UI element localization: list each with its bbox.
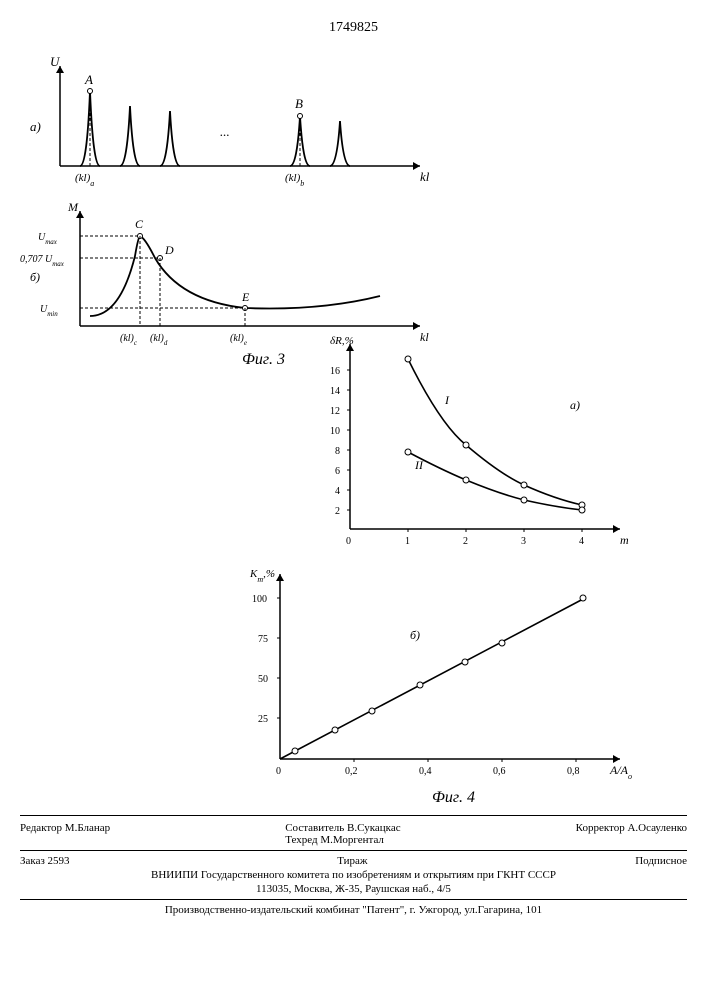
svg-text:I: I [444, 393, 450, 407]
svg-text:0,8: 0,8 [567, 766, 580, 777]
svg-text:8: 8 [335, 446, 340, 457]
svg-text:Umin: Umin [40, 304, 58, 318]
footer: Редактор М.Бланар Составитель В.Сукацкас… [20, 815, 687, 916]
svg-text:M: M [67, 200, 79, 214]
svg-text:A: A [84, 72, 93, 87]
footer-org2: 113035, Москва, Ж-35, Раушская наб., 4/5 [20, 883, 687, 895]
svg-text:0,2: 0,2 [345, 766, 358, 777]
footer-compiler: Составитель В.Сукацкас [285, 822, 400, 834]
svg-text:II: II [414, 458, 424, 472]
svg-text:25: 25 [258, 714, 268, 725]
fig3-chart-a: U kl а) A ... B (kl)a (kl)b [20, 46, 440, 196]
svg-text:(kl)c: (kl)c [120, 333, 138, 347]
footer-org1: ВНИИПИ Государственного комитета по изоб… [20, 869, 687, 881]
svg-text:B: B [295, 96, 303, 111]
svg-text:6: 6 [335, 466, 340, 477]
svg-text:E: E [241, 290, 250, 304]
panel-label-a4: а) [570, 398, 580, 412]
svg-text:4: 4 [579, 536, 584, 547]
footer-order: Заказ 2593 [20, 855, 70, 867]
svg-text:3: 3 [521, 536, 526, 547]
fig4-label: Фиг. 4 [220, 789, 687, 807]
footer-techred: Техред М.Моргентал [285, 834, 384, 846]
svg-text:(kl)e: (kl)e [230, 333, 247, 347]
svg-text:0: 0 [276, 766, 281, 777]
svg-text:0: 0 [346, 536, 351, 547]
svg-text:Km,%: Km,% [249, 568, 275, 584]
svg-text:2: 2 [463, 536, 468, 547]
svg-text:10: 10 [330, 426, 340, 437]
svg-text:(kl)b: (kl)b [285, 172, 304, 188]
svg-text:(kl)a: (kl)a [75, 172, 94, 188]
svg-text:0,4: 0,4 [419, 766, 432, 777]
svg-text:δR,%: δR,% [330, 335, 354, 347]
svg-text:0,707 Umax: 0,707 Umax [20, 254, 65, 268]
svg-text:(kl)d: (kl)d [150, 333, 168, 347]
svg-text:14: 14 [330, 386, 340, 397]
panel-label-b4: б) [410, 628, 420, 642]
svg-text:50: 50 [258, 674, 268, 685]
svg-text:16: 16 [330, 366, 340, 377]
svg-text:0,6: 0,6 [493, 766, 506, 777]
x-axis-label: kl [420, 169, 430, 184]
svg-text:A/Ao: A/Ao [609, 763, 632, 781]
svg-text:...: ... [220, 124, 230, 139]
footer-corrector: Корректор А.Осауленко [576, 822, 687, 846]
footer-editor: Редактор М.Бланар [20, 822, 110, 846]
svg-text:m: m [620, 533, 629, 547]
footer-subscription: Подписное [635, 855, 687, 867]
svg-text:kl: kl [420, 330, 429, 344]
fig4-chart-b: Km,% A/Ao б) 25 50 75 100 0 0,2 0,4 0,6 … [220, 559, 640, 789]
footer-tirazh: Тираж [337, 855, 367, 867]
svg-text:C: C [135, 217, 144, 231]
svg-text:12: 12 [330, 406, 340, 417]
svg-text:75: 75 [258, 634, 268, 645]
svg-text:D: D [164, 243, 174, 257]
footer-org3: Производственно-издательский комбинат "П… [20, 904, 687, 916]
svg-text:Umax: Umax [38, 232, 58, 246]
y-axis-label: U [50, 54, 61, 69]
panel-label-a: а) [30, 119, 41, 134]
fig4-chart-a: δR,% m а) 2 4 6 8 10 12 14 16 0 1 2 3 4 [300, 329, 640, 559]
svg-text:2: 2 [335, 506, 340, 517]
patent-number: 1749825 [20, 20, 687, 36]
svg-text:4: 4 [335, 486, 340, 497]
svg-text:1: 1 [405, 536, 410, 547]
svg-text:100: 100 [252, 594, 267, 605]
panel-label-b: б) [30, 270, 40, 284]
